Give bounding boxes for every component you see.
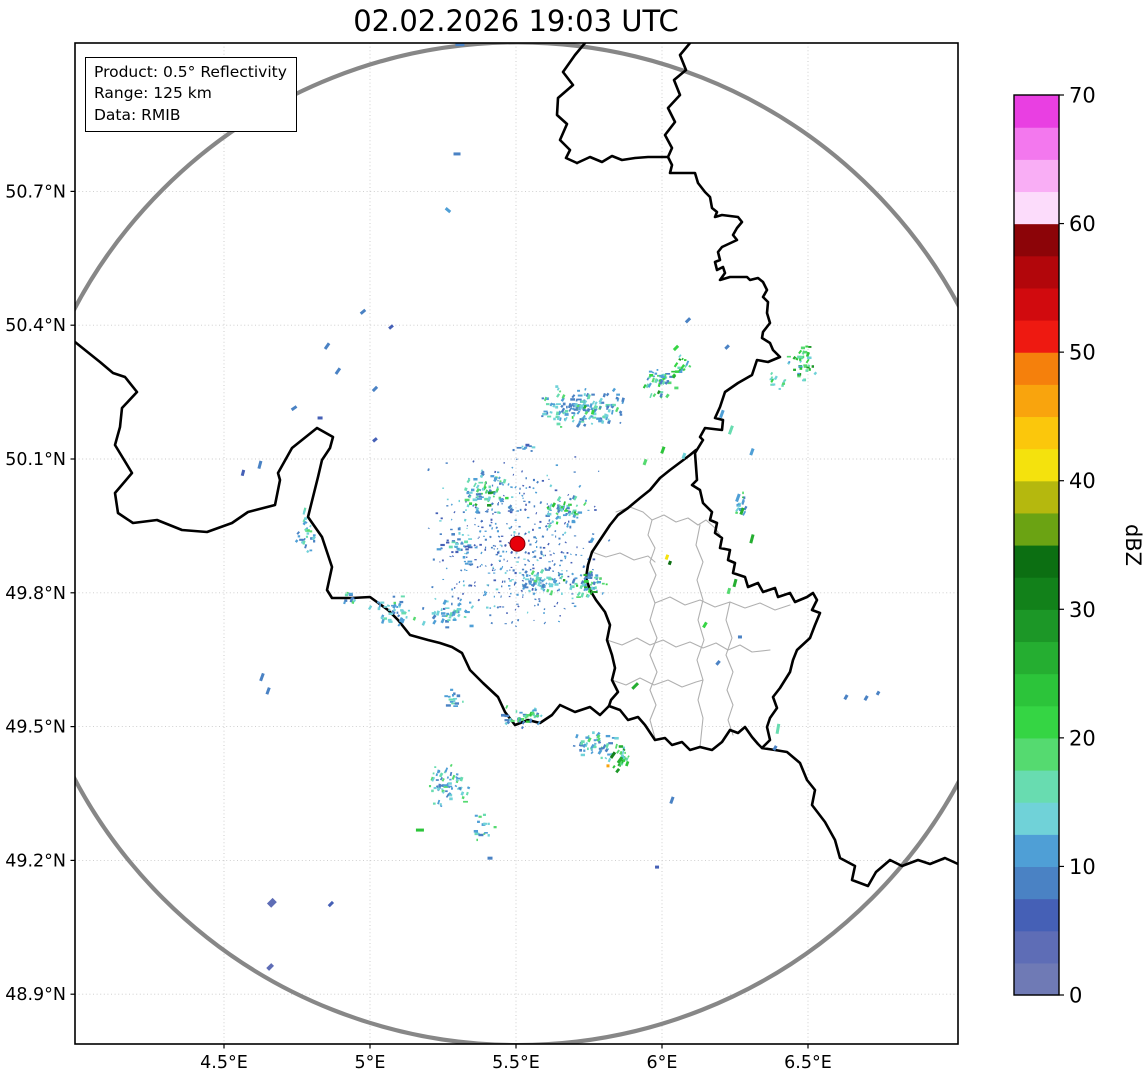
- country-borders: [75, 43, 958, 888]
- map-layer: [75, 43, 958, 1044]
- figure-title: 02.02.2026 19:03 UTC: [353, 4, 679, 38]
- svg-text:30: 30: [1069, 598, 1096, 622]
- svg-text:6°E: 6°E: [647, 1053, 678, 1073]
- info-source-line: Data: RMIB: [94, 105, 181, 124]
- svg-text:50.7°N: 50.7°N: [5, 182, 66, 202]
- svg-text:4.5°E: 4.5°E: [200, 1053, 248, 1073]
- svg-text:50.4°N: 50.4°N: [5, 316, 66, 336]
- svg-text:70: 70: [1069, 84, 1096, 108]
- district-borders: [591, 506, 791, 748]
- svg-text:60: 60: [1069, 212, 1096, 236]
- colorbar-unit-label: dBZ: [1121, 524, 1145, 566]
- radar-site-marker: [509, 535, 526, 552]
- svg-text:49.8°N: 49.8°N: [5, 584, 66, 604]
- svg-text:48.9°N: 48.9°N: [5, 985, 66, 1005]
- svg-text:40: 40: [1069, 469, 1096, 493]
- svg-text:5.5°E: 5.5°E: [492, 1053, 540, 1073]
- axis-ticks: 4.5°E 5°E 5.5°E 6°E 6.5°E 50.7°N 50.4°N 50.1°N 4…: [5, 182, 832, 1073]
- svg-text:0: 0: [1069, 984, 1082, 1008]
- svg-text:50: 50: [1069, 341, 1096, 365]
- svg-text:50.1°N: 50.1°N: [5, 450, 66, 470]
- info-product-line: Product: 0.5° Reflectivity: [94, 63, 287, 81]
- svg-text:5°E: 5°E: [355, 1053, 386, 1073]
- radar-echoes: [240, 43, 881, 971]
- svg-text:6.5°E: 6.5°E: [784, 1053, 832, 1073]
- svg-text:20: 20: [1069, 726, 1096, 750]
- info-range-line: Range: 125 km: [94, 84, 212, 103]
- colorbar: 0 10 20 30 40 50 60 70: [1013, 84, 1096, 1008]
- svg-text:10: 10: [1069, 855, 1096, 879]
- product-info-box: Product: 0.5° Reflectivity Range: 125 km…: [85, 57, 297, 133]
- svg-text:49.2°N: 49.2°N: [5, 851, 66, 871]
- svg-text:49.5°N: 49.5°N: [5, 718, 66, 738]
